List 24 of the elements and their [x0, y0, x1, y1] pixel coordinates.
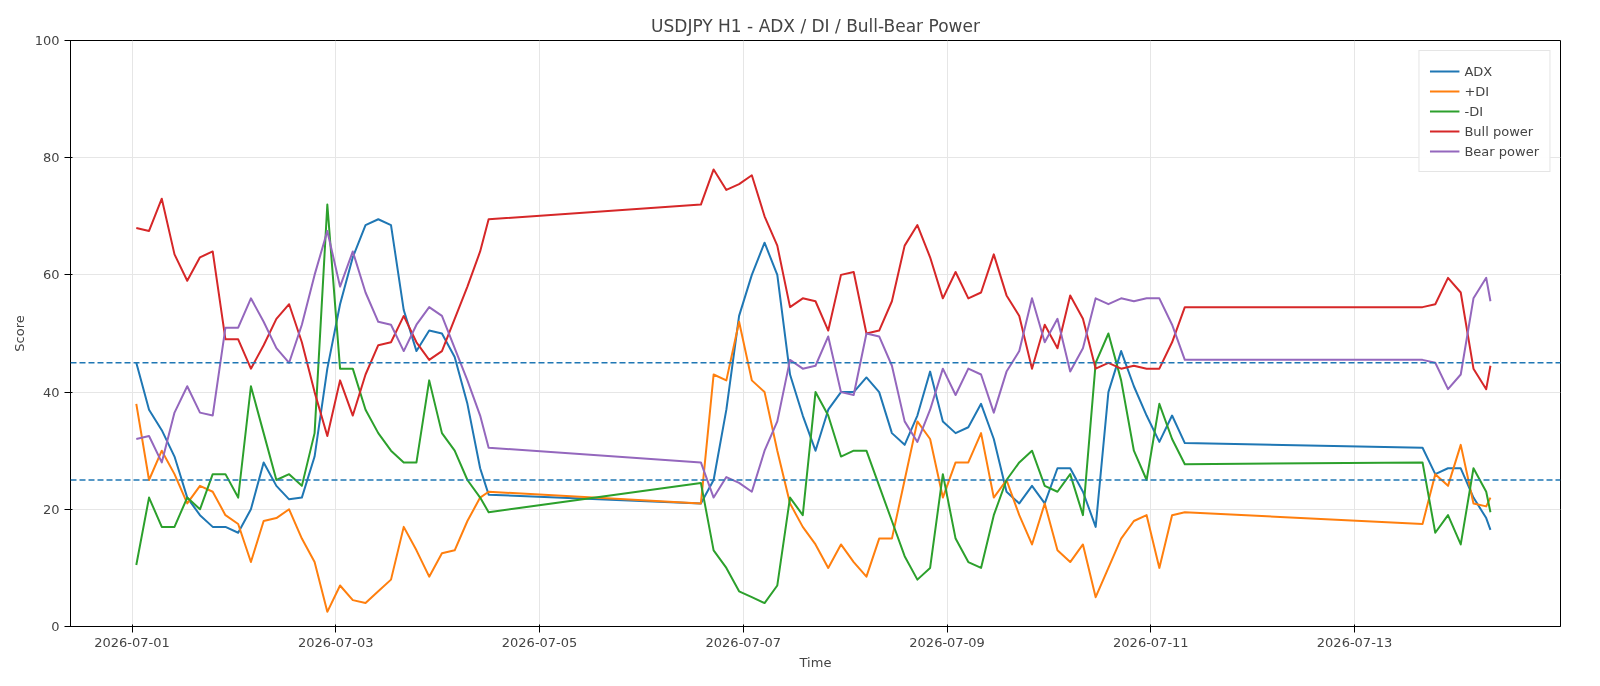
- y-axis-title: Score: [11, 315, 27, 352]
- x-axis-title: Time: [798, 654, 832, 670]
- y-tick-label: 80: [42, 150, 60, 166]
- y-tick-label: 100: [34, 33, 60, 48]
- y-tick-label: 60: [42, 267, 60, 283]
- legend-label: -DI: [1464, 103, 1484, 119]
- x-tick-label: 2026-07-11: [1113, 634, 1189, 650]
- x-tick-label: 2026-07-01: [94, 634, 170, 650]
- legend-label: ADX: [1464, 63, 1493, 79]
- line-series: [135, 203, 1492, 605]
- y-tick-label: 0: [51, 619, 60, 634]
- x-tick-label: 2026-07-09: [909, 634, 985, 650]
- legend-label: +DI: [1464, 83, 1490, 99]
- y-tick-label: 20: [42, 501, 60, 517]
- legend-label: Bull power: [1464, 123, 1534, 139]
- chart-title: USDJPY H1 - ADX / DI / Bull-Bear Power: [651, 15, 980, 36]
- x-tick-label: 2026-07-13: [1316, 634, 1393, 650]
- y-tick-label: 40: [42, 384, 60, 400]
- x-tick-label: 2026-07-07: [705, 634, 782, 650]
- legend-label: Bear power: [1464, 143, 1539, 159]
- line-series: [135, 168, 1492, 438]
- x-tick-label: 2026-07-05: [501, 634, 578, 650]
- line-series: [135, 320, 1492, 613]
- x-tick-label: 2026-07-03: [298, 634, 374, 650]
